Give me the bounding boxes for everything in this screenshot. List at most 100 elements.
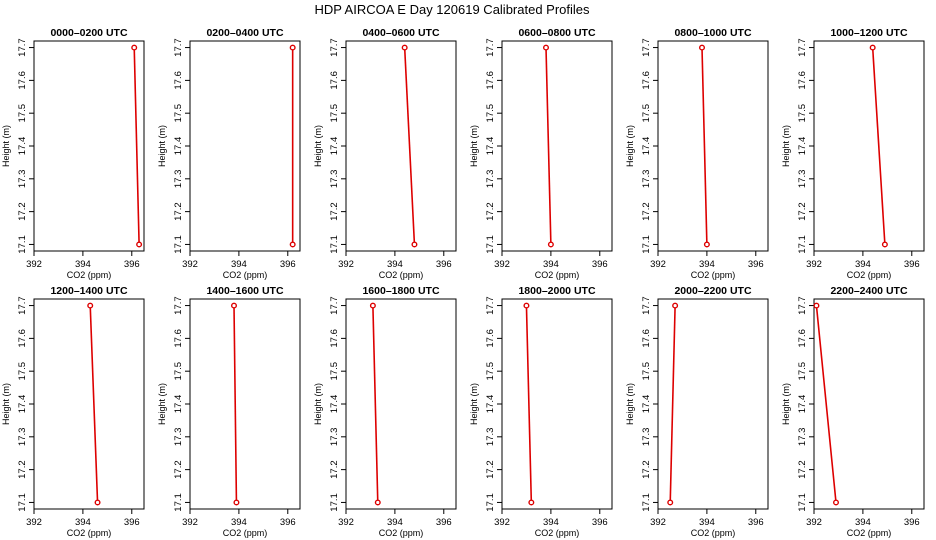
x-tick-label: 392 <box>806 259 822 270</box>
y-tick-label: 17.7 <box>17 38 28 57</box>
y-tick-label: 17.2 <box>797 202 808 221</box>
profile-line <box>133 47 140 245</box>
panel-1: 0000–0200 UTC 392 394 396 17.1 17.2 17.3 17.4 17… <box>1 27 145 280</box>
y-axis-label: Height (m) <box>469 125 479 167</box>
panel-6: 1000–1200 UTC 392 394 396 17.1 17.2 17.3 17.4 17… <box>781 27 925 280</box>
panels-grid: 0000–0200 UTC 392 394 396 17.1 17.2 17.3 17.4 17… <box>1 27 925 538</box>
y-tick-label: 17.1 <box>797 493 808 512</box>
y-tick-label: 17.5 <box>641 362 652 381</box>
y-axis-label: Height (m) <box>313 125 323 167</box>
y-tick-label: 17.1 <box>173 493 184 512</box>
x-tick-label: 394 <box>387 517 403 528</box>
x-tick-label: 394 <box>387 259 403 270</box>
profile-line <box>525 305 533 503</box>
x-tick-label: 396 <box>904 517 920 528</box>
y-tick-label: 17.7 <box>797 296 808 315</box>
data-point <box>881 241 888 248</box>
y-tick-label: 17.6 <box>797 329 808 348</box>
x-axis-label: CO2 (ppm) <box>691 528 736 538</box>
x-tick-label: 392 <box>650 259 666 270</box>
panel-title: 2000–2200 UTC <box>674 285 751 297</box>
x-axis-label: CO2 (ppm) <box>691 270 736 280</box>
panel-3: 0400–0600 UTC 392 394 396 17.1 17.2 17.3 17.4 17… <box>313 27 457 280</box>
y-tick-label: 17.4 <box>797 137 808 156</box>
y-tick-label: 17.6 <box>17 71 28 90</box>
y-tick-label: 17.7 <box>641 38 652 57</box>
x-tick-label: 396 <box>124 259 140 270</box>
data-point <box>94 499 101 506</box>
data-point <box>289 44 296 51</box>
panel-11: 2000–2200 UTC 392 394 396 17.1 17.2 17.3 17.4 17… <box>625 285 769 538</box>
y-tick-label: 17.5 <box>329 104 340 123</box>
y-axis-label: Height (m) <box>157 383 167 425</box>
y-tick-label: 17.3 <box>173 428 184 447</box>
x-tick-label: 396 <box>280 259 296 270</box>
panel-title: 1800–2000 UTC <box>518 285 595 297</box>
profile-line <box>815 305 837 503</box>
y-tick-label: 17.4 <box>797 395 808 414</box>
x-tick-label: 394 <box>231 517 247 528</box>
x-tick-label: 394 <box>75 517 91 528</box>
y-tick-label: 17.7 <box>485 38 496 57</box>
x-tick-label: 396 <box>748 259 764 270</box>
data-point <box>411 241 418 248</box>
y-tick-label: 17.4 <box>173 137 184 156</box>
panel-10: 1800–2000 UTC 392 394 396 17.1 17.2 17.3 17.4 17… <box>469 285 613 538</box>
y-tick-label: 17.2 <box>17 202 28 221</box>
y-axis-label: Height (m) <box>469 383 479 425</box>
y-tick-label: 17.1 <box>329 493 340 512</box>
x-axis-label: CO2 (ppm) <box>847 528 892 538</box>
x-tick-label: 392 <box>494 517 510 528</box>
y-tick-label: 17.6 <box>173 71 184 90</box>
data-point <box>543 44 550 51</box>
panel-title: 0800–1000 UTC <box>674 27 751 39</box>
y-tick-label: 17.5 <box>173 104 184 123</box>
plot-frame <box>33 40 145 252</box>
x-axis-label: CO2 (ppm) <box>535 528 580 538</box>
y-tick-label: 17.5 <box>17 362 28 381</box>
data-point <box>87 302 94 309</box>
plot-frame <box>345 40 457 252</box>
x-tick-label: 392 <box>338 259 354 270</box>
data-point <box>131 44 138 51</box>
plot-frame <box>345 298 457 510</box>
y-tick-label: 17.3 <box>329 428 340 447</box>
x-tick-label: 396 <box>436 259 452 270</box>
x-tick-label: 394 <box>855 259 871 270</box>
panel-9: 1600–1800 UTC 392 394 396 17.1 17.2 17.3 17.4 17… <box>313 285 457 538</box>
x-axis-label: CO2 (ppm) <box>67 528 112 538</box>
x-axis-label: CO2 (ppm) <box>535 270 580 280</box>
profile-line <box>871 47 886 245</box>
panel-title: 0200–0400 UTC <box>206 27 283 39</box>
figure-title: HDP AIRCOA E Day 120619 Calibrated Profi… <box>314 2 590 17</box>
panel-12: 2200–2400 UTC 392 394 396 17.1 17.2 17.3 17.4 17… <box>781 285 925 538</box>
x-tick-label: 396 <box>904 259 920 270</box>
x-tick-label: 392 <box>26 259 42 270</box>
plot-frame <box>33 298 145 510</box>
data-point <box>703 241 710 248</box>
y-tick-label: 17.3 <box>17 170 28 189</box>
y-tick-label: 17.4 <box>485 137 496 156</box>
x-tick-label: 396 <box>748 517 764 528</box>
profile-line <box>89 305 99 503</box>
data-point <box>869 44 876 51</box>
panel-title: 0400–0600 UTC <box>362 27 439 39</box>
y-tick-label: 17.7 <box>329 38 340 57</box>
plot-frame <box>657 40 769 252</box>
panel-title: 1200–1400 UTC <box>50 285 127 297</box>
data-point <box>230 302 237 309</box>
y-tick-label: 17.2 <box>485 202 496 221</box>
y-tick-label: 17.1 <box>173 235 184 254</box>
y-tick-label: 17.5 <box>485 362 496 381</box>
y-tick-label: 17.4 <box>485 395 496 414</box>
y-tick-label: 17.3 <box>797 170 808 189</box>
y-tick-label: 17.5 <box>641 104 652 123</box>
x-tick-label: 392 <box>26 517 42 528</box>
y-tick-label: 17.3 <box>641 170 652 189</box>
plot-frame <box>189 40 301 252</box>
y-tick-label: 17.1 <box>17 493 28 512</box>
y-axis-label: Height (m) <box>625 125 635 167</box>
y-tick-label: 17.4 <box>329 395 340 414</box>
x-tick-label: 392 <box>338 517 354 528</box>
